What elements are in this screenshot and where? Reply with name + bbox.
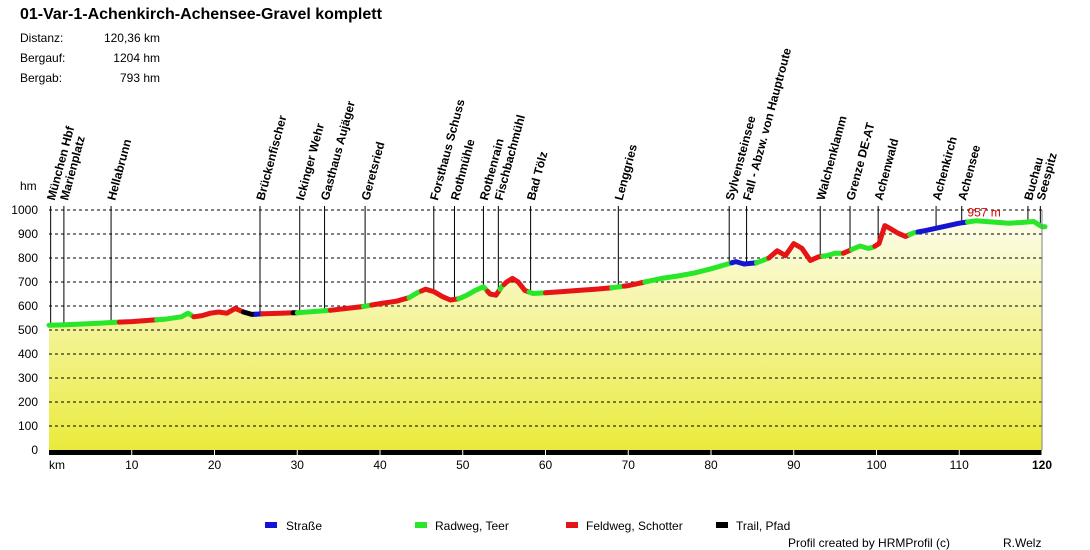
- legend-label-trail: Trail, Pfad: [736, 519, 790, 533]
- x-tick-label-100: 100: [866, 458, 886, 472]
- waypoint-label-18: Achenkirch: [929, 135, 959, 202]
- stat-distance-label: Distanz:: [20, 31, 63, 45]
- x-axis-ticks: 10 20 30 40 50 60 70 80 90 100 110 120: [125, 450, 1052, 472]
- profile-segment-9: [327, 304, 366, 313]
- elevation-area: [49, 220, 1042, 450]
- stat-descent-label: Bergab:: [20, 71, 62, 85]
- profile-segment-29: [872, 223, 913, 249]
- profile-segment-25: [766, 241, 826, 263]
- y-tick-label-400: 400: [18, 347, 38, 361]
- y-axis-ticks: 0 100 200 300 400 500 600 700 800 900 1000: [11, 203, 38, 457]
- credit-software: Profil created by HRMProfil (c): [788, 536, 950, 550]
- y-tick-label-1000: 1000: [11, 203, 38, 217]
- y-tick-label-700: 700: [18, 275, 38, 289]
- profile-segment-2: [154, 310, 197, 323]
- waypoint-label-19: Achensee: [955, 143, 983, 202]
- legend: Straße Radweg, Teer Feldweg, Schotter Tr…: [265, 519, 790, 533]
- x-tick-label-80: 80: [704, 458, 718, 472]
- profile-segment-19: [543, 285, 615, 296]
- waypoint-label-2: Hellabrunn: [104, 138, 134, 202]
- elevation-profile-line: [46, 218, 1048, 328]
- x-tick-label-50: 50: [456, 458, 470, 472]
- profile-segment-22: [642, 260, 735, 285]
- profile-segment-0: [46, 319, 122, 328]
- profile-segment-8: [294, 307, 333, 316]
- profile-segment-6: [260, 310, 296, 317]
- legend-label-radweg: Radweg, Teer: [435, 519, 509, 533]
- y-tick-label-600: 600: [18, 299, 38, 313]
- legend-swatch-feldweg: [566, 522, 578, 528]
- stat-ascent-value: 1204 hm: [113, 51, 160, 65]
- y-tick-label-300: 300: [18, 371, 38, 385]
- x-tick-label-60: 60: [539, 458, 553, 472]
- profile-segment-28: [849, 243, 878, 253]
- waypoint-label-6: Geretsried: [358, 140, 387, 202]
- y-tick-label-800: 800: [18, 251, 38, 265]
- profile-segment-31: [915, 219, 970, 235]
- legend-swatch-radweg: [415, 522, 427, 528]
- x-axis-label: km: [49, 458, 65, 472]
- waypoint-label-16: Grenze DE-AT: [843, 120, 877, 201]
- profile-segment-17: [501, 275, 532, 295]
- waypoint-label-17: Achenwald: [872, 137, 902, 202]
- waypoint-label-5: Gasthaus Aujäger: [318, 99, 358, 202]
- waypoint-label-3: Brückenfischer: [253, 113, 289, 201]
- y-tick-label-0: 0: [31, 443, 38, 457]
- waypoint-label-15: Walchenklamm: [814, 114, 850, 202]
- y-tick-label-100: 100: [18, 419, 38, 433]
- profile-segment-21: [621, 279, 648, 289]
- legend-swatch-trail: [716, 522, 728, 528]
- stat-descent-value: 793 hm: [120, 71, 160, 85]
- profile-segment-32: [965, 218, 1048, 230]
- max-elevation-label: 957 m: [967, 205, 1000, 219]
- y-tick-label-900: 900: [18, 227, 38, 241]
- x-tick-label-90: 90: [787, 458, 801, 472]
- x-tick-label-40: 40: [373, 458, 387, 472]
- profile-segment-14: [456, 284, 491, 302]
- x-tick-label-20: 20: [208, 458, 222, 472]
- legend-label-strasse: Straße: [286, 519, 322, 533]
- y-tick-label-200: 200: [18, 395, 38, 409]
- profile-segment-3: [191, 305, 246, 320]
- stat-ascent-label: Bergauf:: [20, 51, 65, 65]
- profile-segment-23: [729, 259, 759, 267]
- legend-swatch-strasse: [265, 522, 277, 528]
- waypoint-label-12: Lenggries: [612, 142, 640, 201]
- x-tick-label-70: 70: [622, 458, 636, 472]
- profile-segment-1: [116, 317, 160, 325]
- x-tick-label-120: 120: [1032, 458, 1052, 472]
- chart-title: 01-Var-1-Achenkirch-Achensee-Gravel komp…: [20, 6, 383, 23]
- y-tick-label-500: 500: [18, 323, 38, 337]
- y-axis-label: hm: [20, 179, 37, 193]
- profile-segment-18: [526, 289, 548, 296]
- profile-segment-15: [485, 286, 503, 298]
- profile-segment-26: [820, 250, 846, 259]
- profile-segment-13: [418, 286, 462, 303]
- profile-segment-11: [369, 295, 412, 308]
- legend-label-feldweg: Feldweg, Schotter: [586, 519, 683, 533]
- credit-author: R.Welz: [1003, 536, 1041, 550]
- x-tick-label-30: 30: [291, 458, 305, 472]
- x-tick-label-110: 110: [950, 458, 969, 472]
- x-tick-label-10: 10: [125, 458, 139, 472]
- route-stats: Distanz: 120,36 km Bergauf: 1204 hm Berg…: [20, 31, 160, 85]
- waypoint-label-11: Bad Tölz: [524, 150, 550, 202]
- stat-distance-value: 120,36 km: [104, 31, 160, 45]
